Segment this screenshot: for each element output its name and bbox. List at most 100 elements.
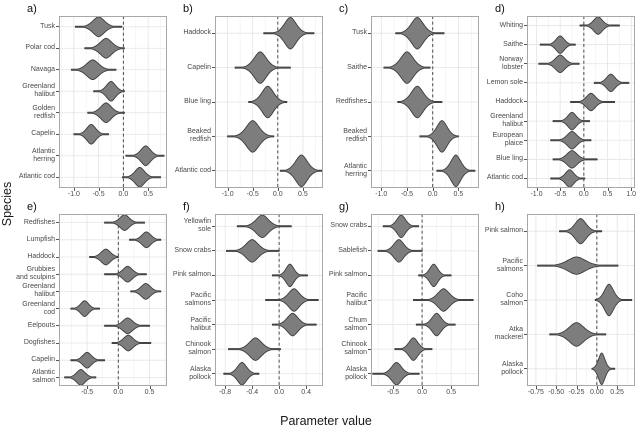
x-tick-label: -0.75 (527, 389, 544, 396)
x-tick-mark (148, 188, 150, 191)
species-label: Atlantic cod (174, 166, 211, 174)
x-tick-label: 1.0 (626, 191, 637, 198)
violin-pink-salmon (271, 263, 308, 288)
x-tick-mark (596, 386, 598, 389)
y-tick-mark (56, 47, 59, 49)
species-label: Chum salmon (344, 316, 367, 332)
violin-plot-svg (371, 214, 479, 386)
violin-beaked-redfish (419, 120, 459, 153)
y-axis-label-row: Alaska pollock (169, 361, 215, 386)
violin-atlantic-herring (125, 145, 165, 167)
species-label: Redfishes (23, 218, 55, 226)
x-tick-mark (73, 188, 75, 191)
y-axis-label-row: Coho salmon (481, 283, 527, 317)
x-tick-label: -1.0 (67, 191, 80, 198)
y-axis-label-row: Blue ling (169, 85, 215, 119)
y-tick-mark (212, 299, 215, 301)
y-axis-label-row: Golden redfish (13, 102, 59, 124)
y-tick-mark (212, 225, 215, 227)
x-tick-label: 0.0 (272, 191, 283, 198)
x-tick-label: 0.5 (446, 389, 456, 396)
violin-plot-svg (215, 16, 323, 188)
x-tick-label: 0.0 (578, 191, 589, 198)
x-tick-mark (123, 188, 125, 191)
x-tick-label: -1.0 (530, 191, 543, 198)
y-axis-label-row: Redfishes (325, 85, 371, 119)
violin-lumpfish (129, 231, 162, 249)
y-axis-label-row: Eelpouts (13, 317, 59, 334)
y-tick-mark (524, 230, 527, 232)
y-tick-mark (56, 26, 59, 28)
x-tick-mark (535, 386, 537, 389)
y-axis-label-row: Norway lobster (481, 54, 527, 73)
panel-h: h) Pink salmon Pacific salmons Coho salmon A… (481, 201, 637, 399)
y-tick-mark (368, 225, 371, 227)
panel-border (59, 214, 167, 386)
y-axis-label-row: Pink salmon (169, 263, 215, 288)
violin-pacific-halibut (412, 288, 474, 312)
x-tick-label: -0.5 (246, 191, 259, 198)
y-tick-mark (212, 274, 215, 276)
y-tick-mark (524, 139, 527, 141)
violin-chinook-salmon (394, 337, 433, 361)
violin-navaga (70, 59, 117, 81)
violin-whiting (579, 16, 620, 35)
y-axis-labels: Yellowfin sole Snow crabs Pink salmon Pacif… (169, 214, 215, 386)
species-label: Pink salmon (328, 271, 367, 279)
plot-area (527, 16, 635, 188)
y-tick-mark (56, 90, 59, 92)
panel-body: Whiting Saithe Norway lobster Lemon sole Had… (481, 16, 637, 188)
y-tick-mark (56, 133, 59, 135)
species-label: Grubbies and sculpins (16, 266, 55, 282)
violin-plot-svg (59, 16, 167, 188)
species-label: Capelin (31, 130, 55, 138)
violin-redfishes (104, 214, 145, 231)
violin-golden-redfish (87, 102, 125, 124)
y-axis-label-row: Beaked redfish (325, 119, 371, 153)
y-tick-mark (368, 135, 371, 137)
violin-polar-cod (84, 37, 125, 59)
violin-plot-svg (59, 214, 167, 386)
x-axis-ticks: -1.0 -0.5 0.0 0.5 (215, 188, 323, 201)
y-tick-mark (212, 101, 215, 103)
y-tick-mark (524, 101, 527, 103)
species-label: Polar cod (25, 44, 55, 52)
x-axis-ticks: -1.0 -0.5 0.0 0.5 (59, 188, 167, 201)
violin-alaska-pollock (223, 361, 260, 386)
x-tick-label: -0.50 (548, 389, 565, 396)
x-tick-label: -0.5 (400, 191, 414, 198)
x-tick-label: 0.00 (589, 389, 604, 396)
y-tick-mark (212, 348, 215, 350)
violin-pacific-salmons (537, 256, 619, 275)
violin-pacific-halibut (271, 312, 317, 337)
x-tick-label: -1.0 (221, 191, 234, 198)
panel-tag-c: c) (339, 3, 349, 15)
species-label: Saithe (503, 40, 523, 48)
species-label: Whiting (499, 21, 523, 29)
violin-eelpouts (104, 317, 150, 335)
panel-tag-e: e) (27, 201, 37, 213)
x-tick-mark (556, 386, 558, 389)
y-axis-label-row: Yellowfin sole (169, 214, 215, 239)
y-tick-mark (56, 308, 59, 310)
panel-border (371, 214, 479, 386)
plot-area (215, 16, 323, 188)
y-axis-label-row: Dogfishes (13, 334, 59, 351)
y-axis-label-row: Greenland halibut (481, 112, 527, 131)
panel-f: f) Yellowfin sole Snow crabs Pink salmon Pac… (169, 201, 325, 399)
species-label: Atlantic cod (18, 173, 55, 181)
species-label: Haddock (495, 97, 523, 105)
violin-sablefish (377, 239, 423, 263)
y-axis-label-row: Capelin (13, 352, 59, 369)
species-label: Pacific halibut (190, 316, 211, 332)
x-tick-mark (302, 188, 304, 191)
y-axis-label-row: Tusk (13, 16, 59, 38)
x-tick-label: 0.5 (602, 191, 613, 198)
y-axis-label-row: Chinook salmon (325, 337, 371, 362)
x-tick-mark (458, 188, 460, 191)
y-tick-mark (56, 359, 59, 361)
y-tick-mark (524, 158, 527, 160)
x-tick-mark (576, 386, 578, 389)
x-tick-mark (118, 386, 120, 389)
y-tick-mark (56, 376, 59, 378)
